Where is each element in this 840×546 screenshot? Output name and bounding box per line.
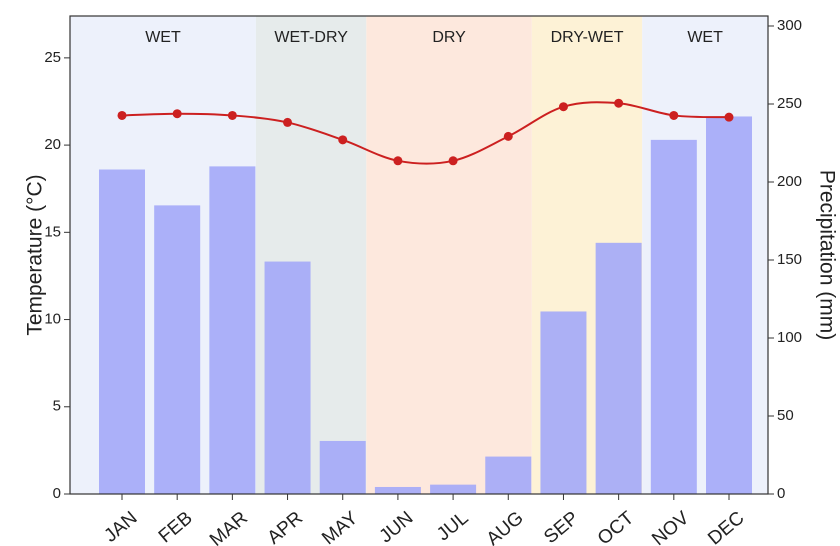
line xyxy=(121,101,730,165)
y2-tick-label: 0 xyxy=(777,485,785,502)
y2-tick-label: 150 xyxy=(777,251,802,268)
point xyxy=(338,135,348,145)
x-tick-label: SEP xyxy=(540,508,583,546)
season-label: WET xyxy=(145,29,181,46)
x-tick-label: JAN xyxy=(100,508,141,546)
x-tick-label: NOV xyxy=(648,507,693,546)
bar xyxy=(374,486,421,494)
y2-axis-title: Precipitation (mm) xyxy=(815,170,838,340)
plot-frame xyxy=(69,15,769,495)
bar xyxy=(99,169,145,494)
x-tick-label: FEB xyxy=(155,508,197,546)
x-tick-label: APR xyxy=(264,508,307,546)
bar xyxy=(706,116,752,495)
season-label: WET-DRY xyxy=(274,29,348,46)
bar xyxy=(650,139,697,494)
point xyxy=(558,102,568,112)
y2-tick-label: 50 xyxy=(777,407,794,424)
season-label: DRY xyxy=(432,29,466,46)
y2-tick-label: 250 xyxy=(777,95,802,112)
bar xyxy=(485,456,532,494)
plot-marks xyxy=(99,98,752,495)
y-axis-title: Temperature (°C) xyxy=(24,174,47,335)
point xyxy=(724,112,734,122)
point xyxy=(283,117,293,127)
point xyxy=(172,109,182,119)
point xyxy=(448,156,458,166)
season-label: WET xyxy=(687,29,723,46)
x-tick-label: DEC xyxy=(704,508,748,546)
bar xyxy=(540,311,587,494)
point xyxy=(503,131,513,141)
y-tick-label: 0 xyxy=(53,485,61,502)
x-tick-label: OCT xyxy=(594,507,639,546)
x-tick-label: JUL xyxy=(433,508,472,546)
x-tick-label: AUG xyxy=(483,508,528,546)
point xyxy=(227,110,237,120)
y2-tick-label: 200 xyxy=(777,173,802,190)
bar xyxy=(319,440,366,494)
point xyxy=(393,156,403,166)
y-tick-label: 15 xyxy=(44,223,61,240)
point xyxy=(614,98,624,108)
point xyxy=(669,110,679,120)
x-tick-label: MAR xyxy=(206,508,252,546)
season-label: DRY-WET xyxy=(551,29,624,46)
y-tick-label: 25 xyxy=(44,49,61,66)
bar xyxy=(264,261,311,494)
season-band xyxy=(366,16,532,494)
x-tick-label: JUN xyxy=(376,508,418,546)
bar xyxy=(154,205,201,495)
bar xyxy=(209,166,256,494)
bar xyxy=(595,242,642,494)
y-tick-label: 5 xyxy=(53,398,61,415)
y2-tick-label: 100 xyxy=(777,329,802,346)
y2-tick-label: 300 xyxy=(777,17,802,34)
point xyxy=(117,110,127,120)
bar xyxy=(430,484,477,494)
y-tick-label: 20 xyxy=(44,136,61,153)
y-tick-label: 10 xyxy=(44,311,61,328)
x-tick-label: MAY xyxy=(318,507,362,546)
